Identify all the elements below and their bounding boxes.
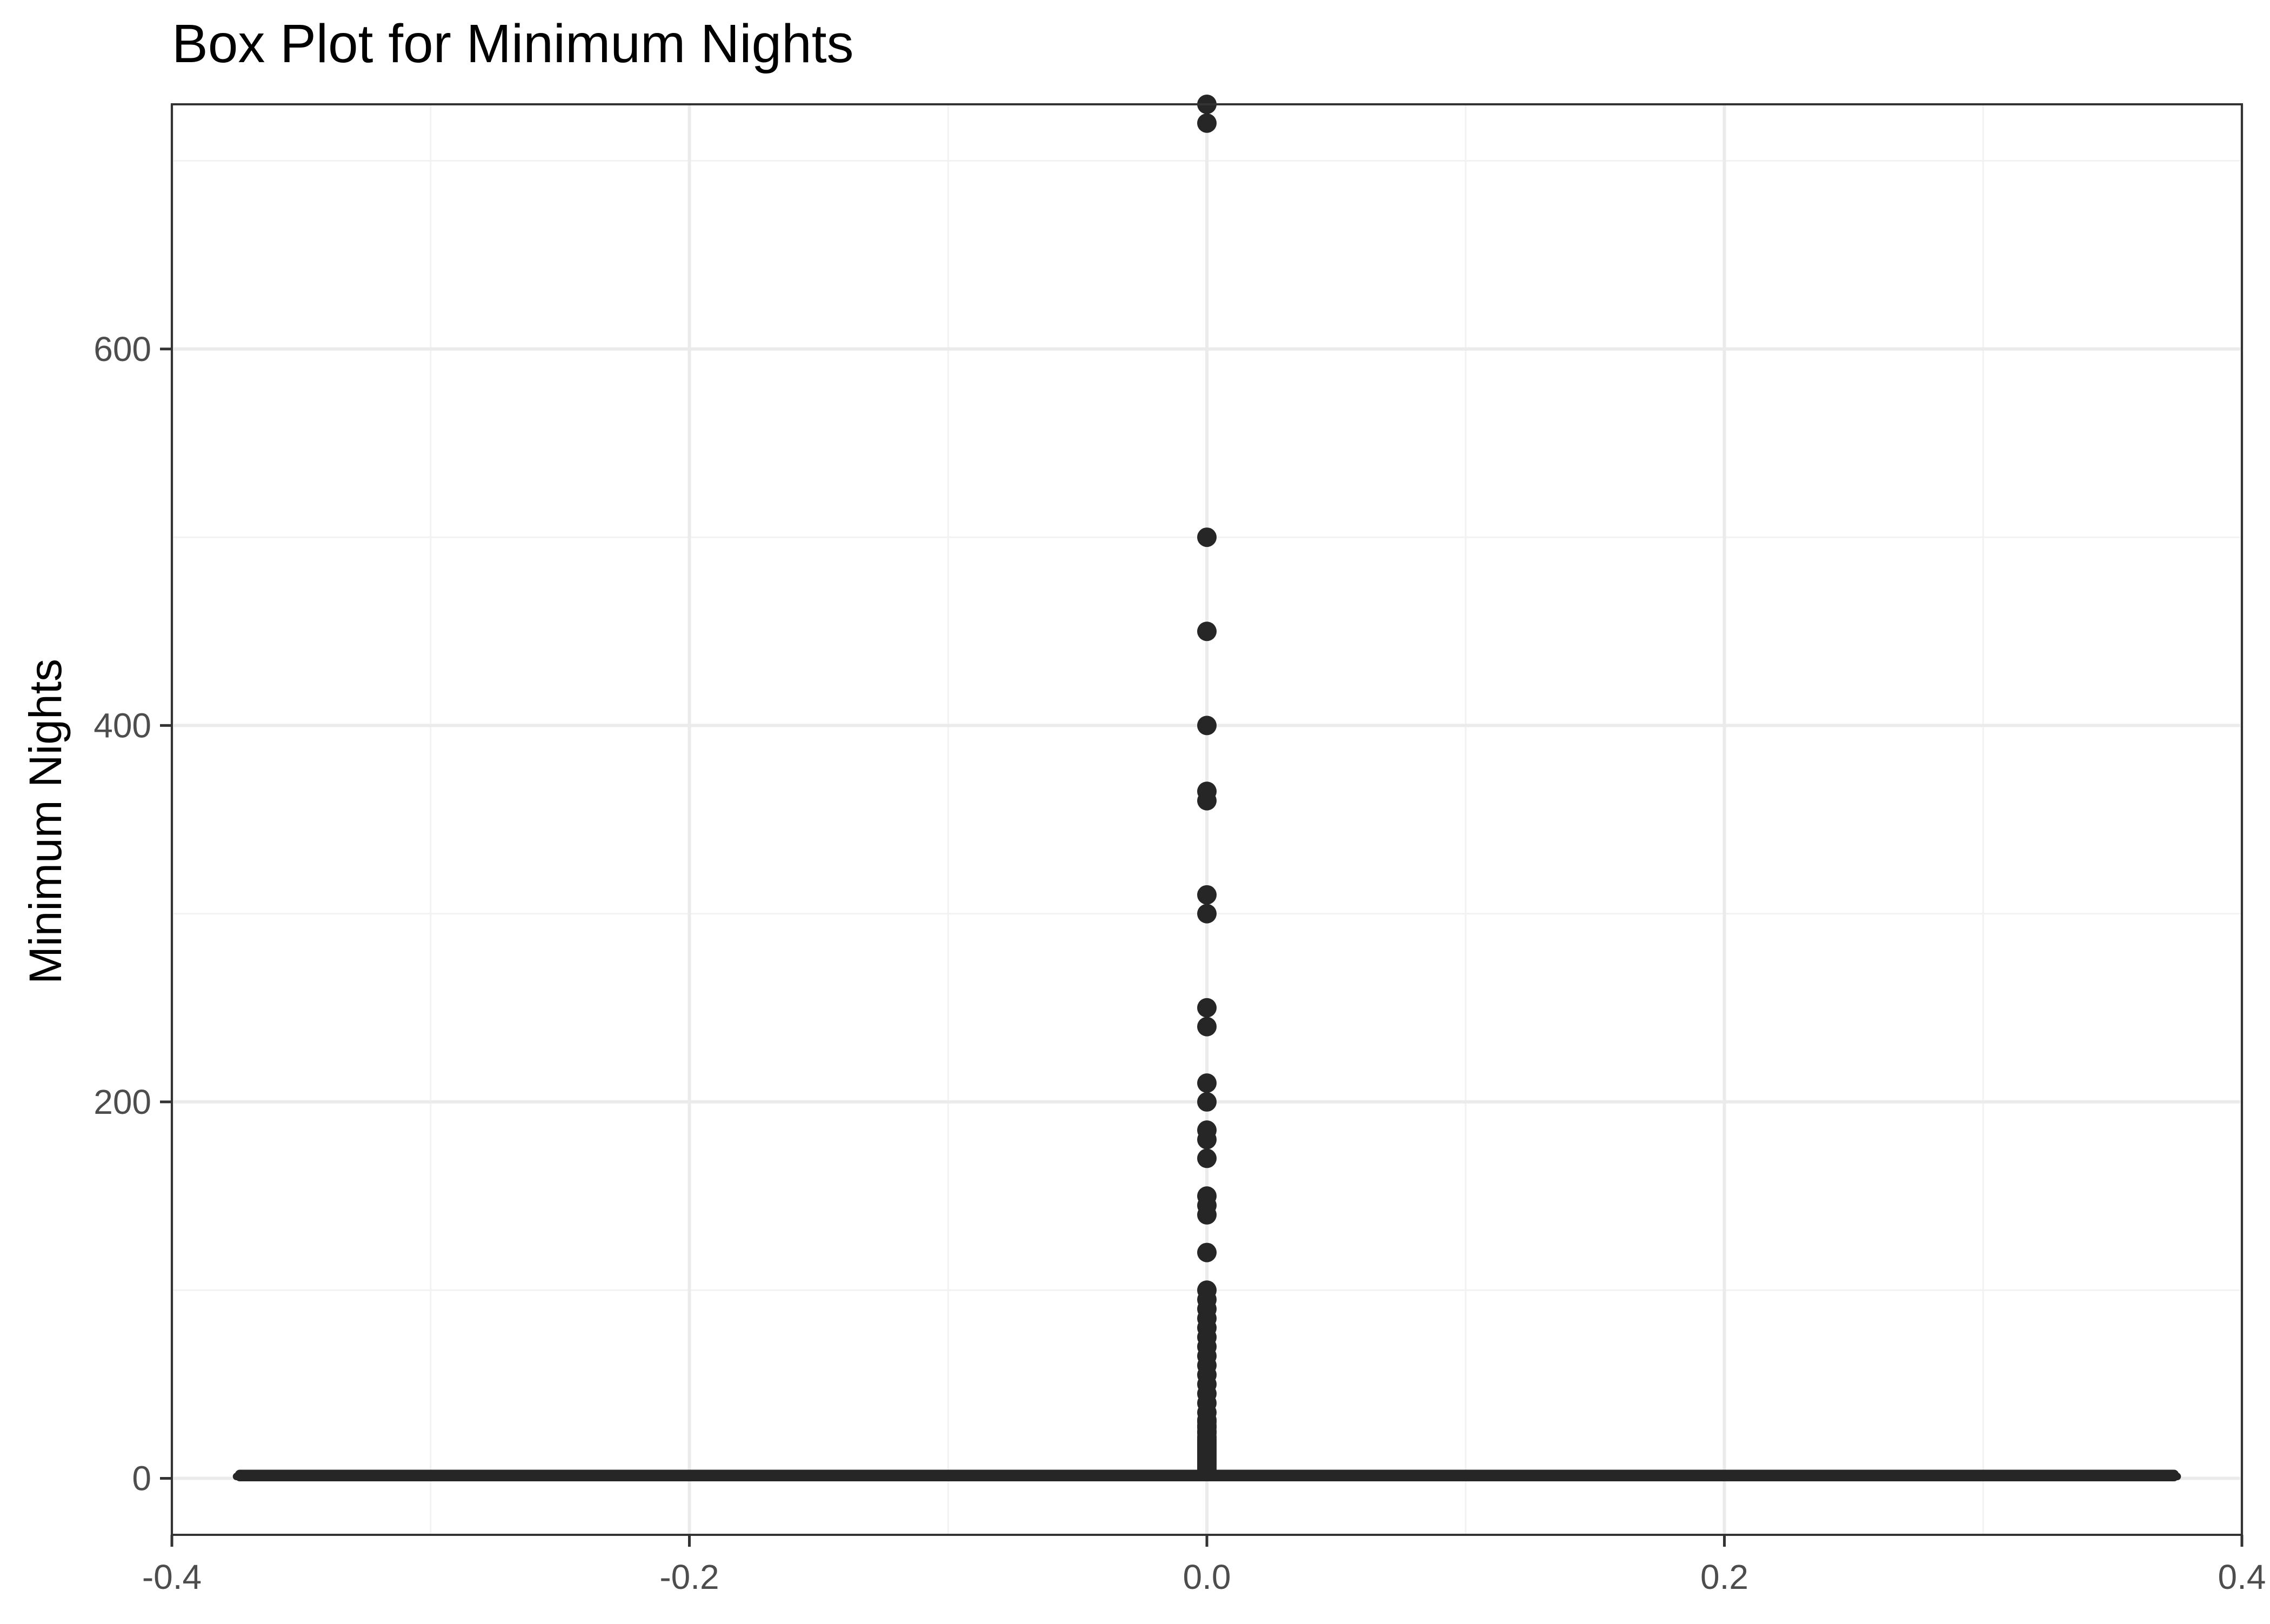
outlier-point [1197, 527, 1217, 547]
x-tick-label: -0.2 [659, 1558, 719, 1596]
outlier-point [1197, 1148, 1217, 1168]
outlier-point [1197, 1242, 1217, 1262]
x-tick-label: 0.4 [2218, 1558, 2266, 1596]
outlier-point [1197, 1017, 1217, 1037]
y-axis-title: Minimum Nights [20, 659, 71, 984]
outlier-point [1197, 791, 1217, 811]
outlier-point [1197, 998, 1217, 1018]
outlier-point [1197, 113, 1217, 133]
x-axis: -0.4 -0.2 0.0 0.2 0.4 [142, 1535, 2266, 1596]
y-axis: 0 200 400 600 [94, 330, 172, 1498]
x-tick-label: 0.0 [1183, 1558, 1231, 1596]
y-tick-label: 0 [132, 1459, 151, 1498]
y-tick-label: 400 [94, 706, 151, 745]
y-tick-label: 600 [94, 330, 151, 369]
chart-title: Box Plot for Minimum Nights [172, 14, 853, 74]
outlier-points [1197, 95, 1217, 1481]
x-tick-label: -0.4 [142, 1558, 202, 1596]
outlier-point [1197, 1461, 1217, 1481]
outlier-point [1197, 885, 1217, 905]
outlier-point [1197, 621, 1217, 641]
y-tick-label: 200 [94, 1082, 151, 1121]
outlier-point [1197, 1205, 1217, 1225]
outlier-point [1197, 904, 1217, 924]
outlier-point [1197, 716, 1217, 736]
x-tick-label: 0.2 [1700, 1558, 1748, 1596]
outlier-point [1197, 1130, 1217, 1150]
outlier-point [1197, 1092, 1217, 1112]
outlier-point [1197, 1073, 1217, 1093]
